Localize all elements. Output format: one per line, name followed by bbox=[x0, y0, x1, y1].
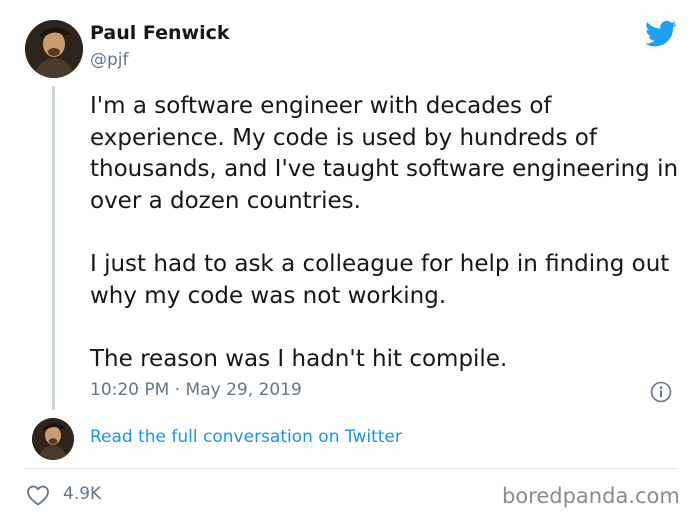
tweet-paragraph: I just had to ask a colleague for help i… bbox=[90, 251, 670, 309]
read-conversation-link[interactable]: Read the full conversation on Twitter bbox=[90, 427, 402, 447]
like-count: 4.9K bbox=[63, 484, 102, 504]
tweet-paragraph: I'm a software engineer with decades of … bbox=[90, 93, 679, 214]
tweet-timestamp[interactable]: 10:20 PM · May 29, 2019 bbox=[90, 380, 302, 400]
info-icon[interactable] bbox=[650, 381, 672, 403]
heart-icon[interactable] bbox=[26, 484, 50, 506]
author-photo-small bbox=[32, 418, 74, 460]
author-avatar-small[interactable] bbox=[32, 418, 74, 460]
watermark: boredpanda.com bbox=[502, 484, 680, 508]
thread-line bbox=[52, 86, 55, 410]
author-name[interactable]: Paul Fenwick bbox=[90, 22, 230, 44]
divider bbox=[25, 468, 677, 469]
author-photo bbox=[25, 20, 83, 78]
author-handle[interactable]: @pjf bbox=[90, 50, 129, 70]
tweet-text: I'm a software engineer with decades of … bbox=[90, 91, 680, 376]
author-avatar[interactable] bbox=[25, 20, 83, 78]
tweet-paragraph: The reason was I hadn't hit compile. bbox=[90, 346, 508, 372]
twitter-bird-icon[interactable] bbox=[645, 20, 677, 48]
